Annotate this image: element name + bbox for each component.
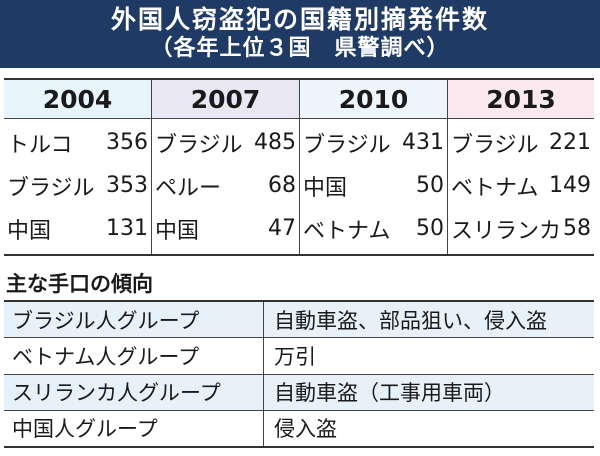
ranking-row: 中国 50 bbox=[300, 165, 447, 207]
country-name: ブラジル bbox=[155, 132, 243, 158]
case-count: 50 bbox=[416, 216, 444, 241]
header-banner: 外国人窃盗犯の国籍別摘発件数 （各年上位３国 県警調べ） bbox=[0, 0, 600, 68]
methods-row: スリランカ人グループ 自動車盗（工事用車両） bbox=[4, 374, 594, 411]
ranking-row: ベトナム 149 bbox=[448, 165, 594, 207]
methods-table: ブラジル人グループ 自動車盗、部品狙い、侵入盗 ベトナム人グループ 万引 スリラ… bbox=[4, 300, 594, 448]
trend-text: 万引 bbox=[274, 344, 316, 369]
case-count: 149 bbox=[549, 173, 591, 198]
country-name: ペルー bbox=[155, 175, 222, 201]
year-rows: ブラジル 431 中国 50 ベトナム 50 bbox=[300, 119, 447, 254]
year-rows: ブラジル 221 ベトナム 149 スリランカ 58 bbox=[448, 119, 594, 254]
year-rows: ブラジル 485 ペルー 68 中国 47 bbox=[152, 119, 299, 254]
ranking-row: 中国 131 bbox=[4, 208, 151, 250]
country-name: ブラジル bbox=[303, 132, 391, 158]
country-name: スリランカ bbox=[451, 218, 562, 244]
ranking-row: スリランカ 58 bbox=[448, 208, 594, 250]
year-header: 2004 bbox=[4, 80, 151, 119]
year-rows: トルコ 356 ブラジル 353 中国 131 bbox=[4, 119, 151, 254]
year-column-2013: 2013 ブラジル 221 ベトナム 149 スリランカ 58 bbox=[448, 80, 594, 254]
year-header: 2013 bbox=[448, 80, 594, 119]
methods-row: 中国人グループ 侵入盗 bbox=[4, 410, 594, 446]
year-column-2004: 2004 トルコ 356 ブラジル 353 中国 131 bbox=[4, 80, 152, 254]
methods-section-title: 主な手口の傾向 bbox=[6, 272, 153, 296]
trend-text: 自動車盗、部品狙い、侵入盗 bbox=[274, 308, 547, 333]
case-count: 353 bbox=[106, 173, 148, 198]
country-name: ブラジル bbox=[7, 175, 95, 201]
country-name: 中国 bbox=[7, 218, 52, 244]
year-column-2010: 2010 ブラジル 431 中国 50 ベトナム 50 bbox=[300, 80, 448, 254]
group-name: スリランカ人グループ bbox=[4, 374, 264, 410]
page-subtitle: （各年上位３国 県警調べ） bbox=[150, 36, 450, 61]
ranking-row: トルコ 356 bbox=[4, 122, 151, 164]
trend-text: 侵入盗 bbox=[274, 417, 337, 442]
country-name: ベトナム bbox=[303, 218, 391, 244]
methods-row: ブラジル人グループ 自動車盗、部品狙い、侵入盗 bbox=[4, 302, 594, 339]
ranking-row: ブラジル 221 bbox=[448, 122, 594, 164]
case-count: 356 bbox=[106, 130, 148, 155]
year-header: 2007 bbox=[152, 80, 299, 119]
ranking-row: ブラジル 431 bbox=[300, 122, 447, 164]
group-name: 中国人グループ bbox=[4, 410, 264, 446]
group-name: ベトナム人グループ bbox=[4, 338, 264, 374]
case-count: 485 bbox=[254, 130, 296, 155]
page-title: 外国人窃盗犯の国籍別摘発件数 bbox=[110, 5, 489, 34]
trend-text: 自動車盗（工事用車両） bbox=[274, 381, 505, 406]
ranking-row: ブラジル 485 bbox=[152, 122, 299, 164]
case-count: 47 bbox=[268, 216, 296, 241]
case-count: 131 bbox=[106, 216, 148, 241]
case-count: 58 bbox=[563, 216, 591, 241]
country-name: 中国 bbox=[303, 175, 348, 201]
case-count: 68 bbox=[268, 173, 296, 198]
yearly-ranking-table: 2004 トルコ 356 ブラジル 353 中国 131 2007 bbox=[4, 78, 594, 256]
year-column-2007: 2007 ブラジル 485 ペルー 68 中国 47 bbox=[152, 80, 300, 254]
methods-row: ベトナム人グループ 万引 bbox=[4, 338, 594, 375]
ranking-row: ブラジル 353 bbox=[4, 165, 151, 207]
case-count: 50 bbox=[416, 173, 444, 198]
country-name: ベトナム bbox=[451, 175, 539, 201]
country-name: 中国 bbox=[155, 218, 200, 244]
case-count: 221 bbox=[549, 130, 591, 155]
group-name: ブラジル人グループ bbox=[4, 302, 264, 338]
ranking-row: ベトナム 50 bbox=[300, 208, 447, 250]
ranking-row: 中国 47 bbox=[152, 208, 299, 250]
country-name: トルコ bbox=[7, 132, 73, 158]
country-name: ブラジル bbox=[451, 132, 539, 158]
ranking-row: ペルー 68 bbox=[152, 165, 299, 207]
case-count: 431 bbox=[402, 130, 444, 155]
year-header: 2010 bbox=[300, 80, 447, 119]
